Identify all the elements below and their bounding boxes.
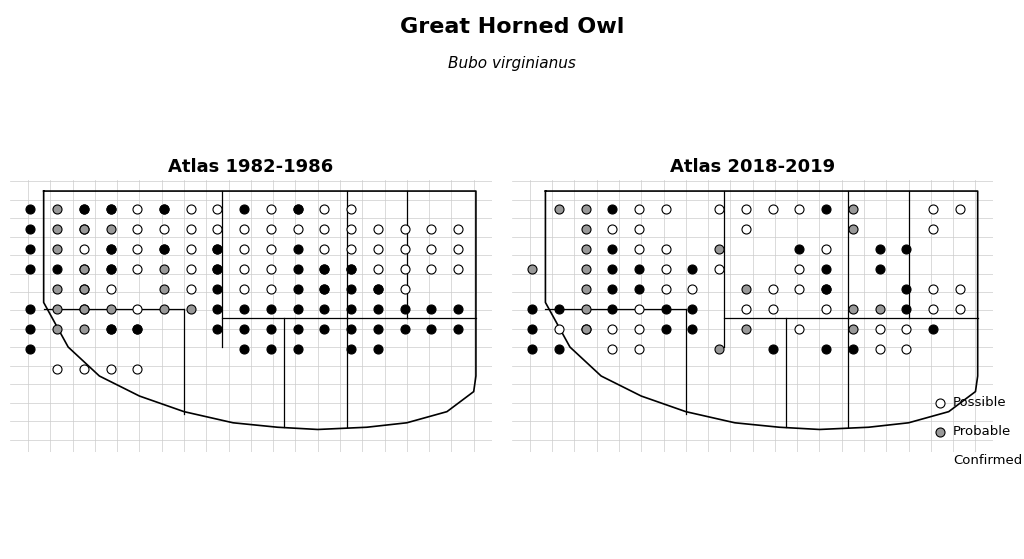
Title: Atlas 2018-2019: Atlas 2018-2019 (670, 158, 836, 176)
Text: Bubo virginianus: Bubo virginianus (449, 56, 575, 71)
Text: Probable: Probable (953, 425, 1012, 438)
Title: Atlas 1982-1986: Atlas 1982-1986 (168, 158, 334, 176)
Text: Great Horned Owl: Great Horned Owl (399, 17, 625, 37)
Text: Possible: Possible (953, 396, 1007, 409)
Text: Confirmed: Confirmed (953, 454, 1022, 467)
